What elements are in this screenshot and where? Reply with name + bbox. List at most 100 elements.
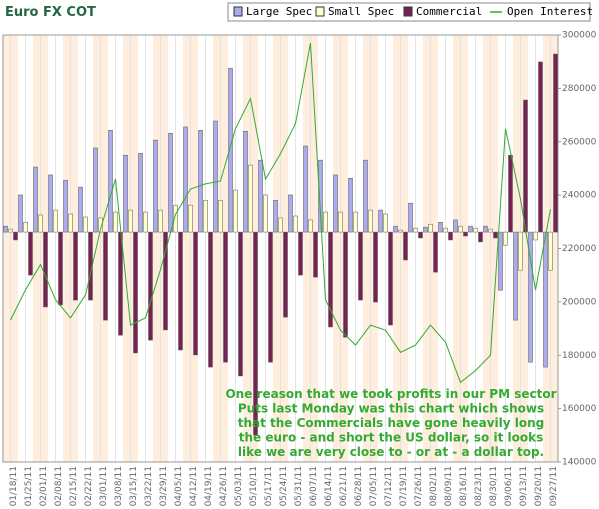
y2-tick-label: 140000: [562, 458, 597, 468]
bar: [138, 152, 143, 233]
bar: [68, 213, 73, 233]
bar: [428, 223, 433, 233]
x-tick-label: 08/23/11: [474, 466, 484, 506]
bar: [378, 209, 383, 233]
bar: [368, 209, 373, 233]
bar: [233, 189, 238, 233]
bar: [503, 231, 508, 246]
x-tick-label: 08/30/11: [489, 466, 499, 506]
x-tick-label: 03/29/11: [159, 466, 169, 506]
bar: [3, 225, 8, 233]
bar: [288, 194, 293, 233]
bar: [263, 194, 268, 233]
bar: [228, 67, 233, 233]
y2-tick-label: 180000: [562, 351, 597, 361]
bar: [78, 186, 83, 233]
x-tick-label: 06/14/11: [324, 466, 334, 506]
bar: [283, 231, 288, 318]
x-tick-label: 07/19/11: [399, 466, 409, 506]
bar: [118, 231, 123, 336]
x-tick-label: 09/20/11: [534, 466, 544, 506]
x-tick-label: 06/21/11: [339, 466, 349, 506]
bar: [538, 61, 543, 233]
bar: [483, 225, 488, 233]
legend-swatch: [315, 6, 325, 17]
bar: [333, 174, 338, 233]
bar: [248, 164, 253, 233]
bar: [523, 99, 528, 233]
x-tick-label: 05/10/11: [249, 466, 259, 506]
bar: [518, 231, 523, 271]
bar: [73, 231, 78, 301]
x-tick-label: 02/15/11: [69, 466, 79, 506]
x-tick-label: 09/13/11: [519, 466, 529, 506]
x-tick-label: 04/05/11: [174, 466, 184, 506]
bar: [193, 231, 198, 356]
bar: [278, 217, 283, 233]
bar: [183, 126, 188, 233]
bar: [238, 231, 243, 377]
annotation: the euro - and short the US dollar, so i…: [239, 431, 543, 445]
bar: [53, 209, 58, 233]
x-tick-label: 01/25/11: [24, 466, 34, 506]
bar: [313, 231, 318, 278]
bar: [243, 130, 248, 233]
x-tick-label: 03/15/11: [129, 466, 139, 506]
bar: [508, 154, 513, 233]
y2-tick-label: 200000: [562, 297, 597, 307]
bar: [268, 231, 273, 363]
x-tick-label: 09/27/11: [549, 466, 559, 506]
bar: [318, 159, 323, 233]
bar: [438, 221, 443, 233]
bar: [43, 231, 48, 308]
bar: [153, 139, 158, 233]
bar: [198, 130, 203, 233]
chart-title: Euro FX COT: [5, 5, 96, 20]
bar: [298, 231, 303, 276]
bar: [218, 199, 223, 233]
bar: [328, 231, 333, 328]
legend-label: Open Interest: [507, 5, 593, 18]
bar: [358, 231, 363, 301]
x-tick-label: 02/01/11: [39, 466, 49, 506]
bar: [533, 231, 538, 241]
bar: [23, 221, 28, 233]
bar: [388, 231, 393, 326]
annotation: Puts last Monday was this chart which sh…: [238, 402, 544, 416]
annotation: One reason that we took profits in our P…: [225, 387, 556, 401]
bar: [498, 231, 503, 291]
x-tick-label: 03/01/11: [99, 466, 109, 506]
bar: [468, 225, 473, 233]
bar: [173, 204, 178, 233]
bar: [178, 231, 183, 351]
bar: [98, 217, 103, 233]
bar: [393, 225, 398, 233]
bar: [93, 147, 98, 233]
bar: [353, 211, 358, 233]
legend-label: Small Spec: [328, 5, 394, 18]
x-tick-label: 08/09/11: [444, 466, 454, 506]
bar: [303, 145, 308, 233]
bar: [308, 219, 313, 233]
bar: [493, 231, 498, 239]
bar: [463, 231, 468, 237]
bar: [48, 174, 53, 233]
bar: [458, 225, 463, 233]
bar: [363, 159, 368, 233]
bar: [8, 228, 13, 233]
bar: [323, 211, 328, 233]
y2-tick-label: 160000: [562, 404, 597, 414]
bar: [213, 120, 218, 233]
bar: [188, 204, 193, 233]
bar: [553, 53, 558, 233]
x-tick-label: 02/08/11: [54, 466, 64, 506]
bar: [433, 231, 438, 273]
x-tick-label: 03/08/11: [114, 466, 124, 506]
x-tick-label: 02/22/11: [84, 466, 94, 506]
bar: [423, 226, 428, 233]
bar: [13, 231, 18, 241]
annotation: that the Commercials have gone heavily l…: [238, 416, 545, 430]
bar: [348, 177, 353, 233]
bar: [338, 211, 343, 233]
